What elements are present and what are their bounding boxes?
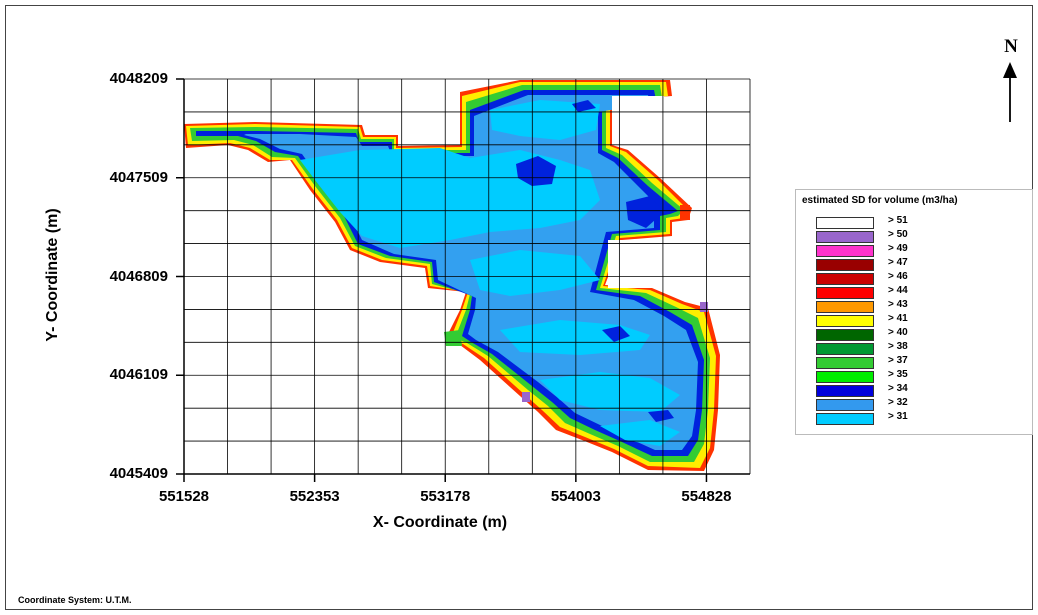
- legend-label: > 32: [888, 397, 908, 408]
- legend-swatch: [816, 301, 874, 313]
- legend-label: > 49: [888, 243, 908, 254]
- y-tick-label: 4045409: [109, 465, 168, 482]
- legend-swatch: [816, 273, 874, 285]
- north-indicator: N: [996, 36, 1026, 58]
- legend-label: > 31: [888, 411, 908, 422]
- legend-swatch: [816, 399, 874, 411]
- legend-swatch: [816, 259, 874, 271]
- legend-swatch: [816, 385, 874, 397]
- y-tick-label: 4048209: [109, 70, 168, 87]
- north-label: N: [1004, 36, 1018, 57]
- legend-swatch: [816, 357, 874, 369]
- y-tick-label: 4047509: [109, 168, 168, 186]
- x-axis-label: X- Coordinate (m): [372, 514, 508, 531]
- legend-swatch: [816, 315, 874, 327]
- legend-label: > 50: [888, 229, 908, 240]
- legend-label: > 38: [888, 341, 908, 352]
- x-tick-label: 554828: [681, 488, 732, 505]
- legend-title: estimated SD for volume (m3/ha): [802, 195, 958, 206]
- legend-swatch: [816, 413, 874, 425]
- legend-swatch: [816, 217, 874, 229]
- legend-label: > 34: [888, 383, 908, 394]
- y-tick-label: 4046109: [109, 366, 168, 384]
- x-tick-label: 552353: [289, 488, 340, 505]
- north-arrow-icon: [1003, 62, 1017, 122]
- legend-label: > 44: [888, 285, 908, 296]
- legend-swatch: [816, 245, 874, 257]
- legend-swatch: [816, 231, 874, 243]
- x-tick-label: 551528: [158, 488, 210, 505]
- legend-label: > 46: [888, 271, 908, 282]
- legend-label: > 37: [888, 355, 908, 366]
- legend-label: > 35: [888, 369, 908, 380]
- x-tick-label: 554003: [550, 488, 601, 505]
- legend-swatch: [816, 343, 874, 355]
- coordinate-system-note: Coordinate System: U.T.M.: [18, 595, 132, 605]
- legend-swatch: [816, 287, 874, 299]
- legend-swatch: [816, 329, 874, 341]
- x-tick-label: 553178: [420, 488, 471, 505]
- legend: estimated SD for volume (m3/ha) > 51 > 50…: [795, 189, 1033, 435]
- legend-label: > 41: [888, 313, 908, 324]
- map-grid: [184, 78, 751, 474]
- legend-label: > 47: [888, 257, 908, 268]
- data-gaps: [608, 96, 664, 288]
- y-tick-label: 4046809: [109, 267, 168, 285]
- legend-label: > 43: [888, 299, 908, 310]
- legend-label: > 40: [888, 327, 908, 338]
- legend-label: > 51: [888, 215, 908, 226]
- axis-ticks: [176, 78, 708, 482]
- y-axis-label: Y- Coordinate (m): [44, 208, 61, 342]
- legend-swatch: [816, 371, 874, 383]
